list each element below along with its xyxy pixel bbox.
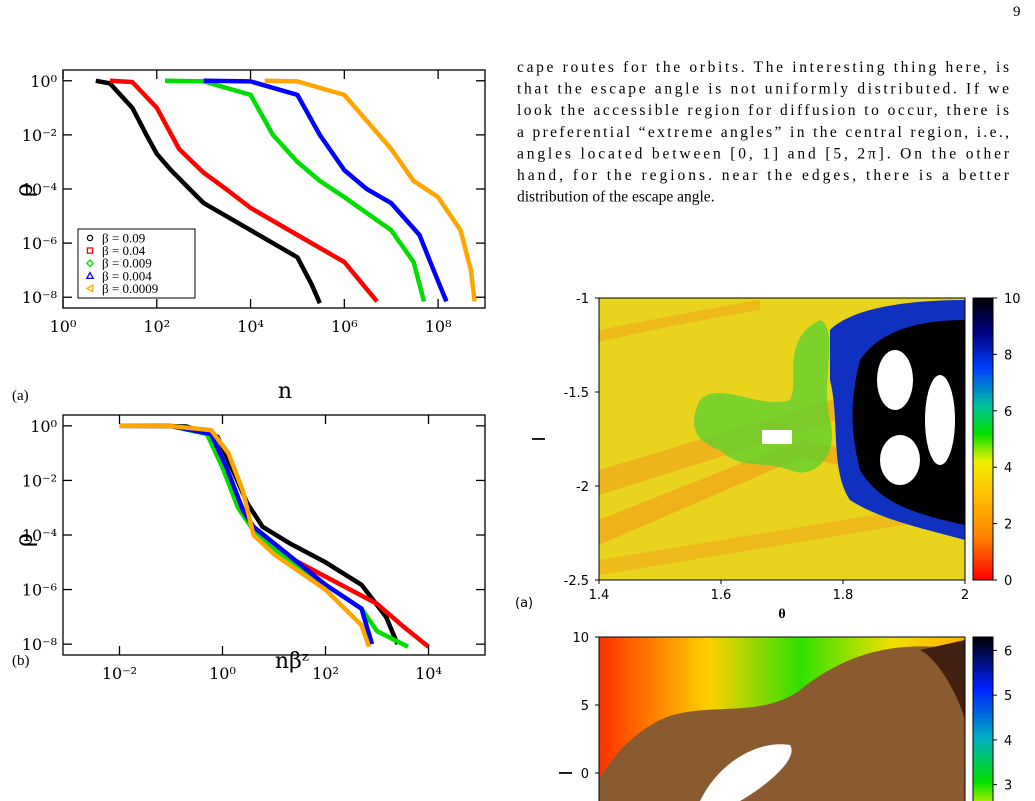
text-line: a preferential “extreme angles” in the c… xyxy=(517,124,1009,141)
y-tick-label: 10⁰ xyxy=(30,72,57,91)
legend-box xyxy=(77,228,196,299)
colorbar-tick-label: 3 xyxy=(1004,779,1012,794)
x-tick-label: 10⁶ xyxy=(331,317,358,336)
legend-marker xyxy=(86,234,94,242)
plot-frame xyxy=(598,636,966,801)
colorbar-frame xyxy=(972,636,994,801)
x-tick-label: 10² xyxy=(143,317,170,336)
colorbar-tick-label: 8 xyxy=(1004,348,1012,363)
x-tick-label: 10⁻² xyxy=(102,664,137,683)
panel-label: (a) xyxy=(12,388,29,404)
y-axis-label: ρ xyxy=(10,183,38,197)
x-tick-label: 1.4 xyxy=(589,588,610,603)
colorbar-tick-label: 6 xyxy=(1004,644,1012,659)
heatmap-image xyxy=(599,298,965,580)
text-line: hand, for the regions. near the edges, t… xyxy=(517,167,1010,184)
y-tick-label: -1.5 xyxy=(564,386,589,401)
x-axis-label: n xyxy=(278,379,292,404)
y-tick-label: 10⁰ xyxy=(30,417,57,436)
data-line xyxy=(203,78,449,303)
colorbar-tick-label: 10 xyxy=(1004,292,1021,307)
x-tick-label: 2 xyxy=(961,588,969,603)
colorbar-tick-label: 0 xyxy=(1004,574,1012,589)
legend-label: β = 0.009 xyxy=(102,256,152,271)
data-line xyxy=(119,423,375,645)
heatmap-image xyxy=(599,637,965,801)
x-tick-label: 10² xyxy=(312,664,339,683)
y-axis-label: ρ xyxy=(10,533,38,547)
y-axis-label: I xyxy=(529,436,550,441)
text-line: distribution of the escape angle. xyxy=(517,189,715,206)
colorbar-tick-label: 6 xyxy=(1004,405,1012,420)
y-tick-label: -2 xyxy=(576,480,589,495)
colorbar-tick-label: 4 xyxy=(1004,734,1012,749)
y-tick-label: 0 xyxy=(581,767,589,782)
legend-marker xyxy=(85,271,95,280)
data-line xyxy=(164,78,427,302)
colorbar xyxy=(973,298,993,580)
y-tick-label: 5 xyxy=(581,699,589,714)
text-line: that the escape angle is not uniformly d… xyxy=(517,81,1009,98)
legend-label: β = 0.004 xyxy=(102,268,152,283)
y-tick-label: 10⁻⁶ xyxy=(22,581,57,600)
colorbar-tick-label: 2 xyxy=(1004,518,1012,533)
data-line xyxy=(95,78,322,305)
y-tick-label: 10⁻² xyxy=(22,126,57,145)
y-tick-label: 10⁻² xyxy=(22,471,57,490)
legend-marker xyxy=(85,259,95,268)
legend-marker xyxy=(85,284,94,293)
y-tick-label: 10⁻⁸ xyxy=(22,288,57,307)
y-tick-label: 10⁻⁴ xyxy=(22,526,57,545)
paragraph: cape routes for the orbits. The interest… xyxy=(517,59,1010,206)
legend-label: β = 0.09 xyxy=(102,231,145,246)
text-line: cape routes for the orbits. The interest… xyxy=(517,59,1009,76)
x-tick-label: 10⁰ xyxy=(50,317,77,336)
x-tick-label: 1.8 xyxy=(833,588,854,603)
legend-label: β = 0.0009 xyxy=(102,281,158,296)
y-tick-label: -1 xyxy=(576,292,589,307)
x-axis-label: nβᶻ xyxy=(275,649,309,674)
y-tick-label: 10⁻⁸ xyxy=(22,635,57,654)
data-line xyxy=(119,423,372,648)
legend-label: β = 0.04 xyxy=(102,243,146,258)
plot-frame xyxy=(598,297,966,581)
x-tick-label: 10⁰ xyxy=(209,664,236,683)
colorbar-tick-label: 4 xyxy=(1004,461,1012,476)
page-number: 9 xyxy=(1013,4,1021,20)
colorbar-frame xyxy=(972,297,994,581)
x-tick-label: 10⁸ xyxy=(425,317,452,336)
y-tick-label: 10⁻⁶ xyxy=(22,234,57,253)
x-tick-label: 10⁴ xyxy=(237,317,264,336)
x-tick-label: 1.6 xyxy=(711,588,732,603)
y-tick-label: 10⁻⁴ xyxy=(22,180,57,199)
y-tick-label: 10 xyxy=(572,631,589,646)
text-line: look the accessible region for diffusion… xyxy=(517,102,1009,119)
legend-marker xyxy=(86,247,94,254)
colorbar xyxy=(973,637,993,801)
y-axis-label: I xyxy=(556,770,577,775)
text-line: angles located between [0, 1] and [5, 2π… xyxy=(517,145,1010,162)
y-tick-label: -2.5 xyxy=(564,574,589,589)
x-axis-label: θ xyxy=(778,607,785,622)
data-line xyxy=(144,423,430,649)
data-line xyxy=(264,78,477,302)
panel-label: (a) xyxy=(515,596,533,611)
panel-label: (b) xyxy=(12,653,30,669)
data-line xyxy=(109,78,379,303)
colorbar-tick-label: 5 xyxy=(1004,689,1012,704)
x-tick-label: 10⁴ xyxy=(415,664,442,683)
